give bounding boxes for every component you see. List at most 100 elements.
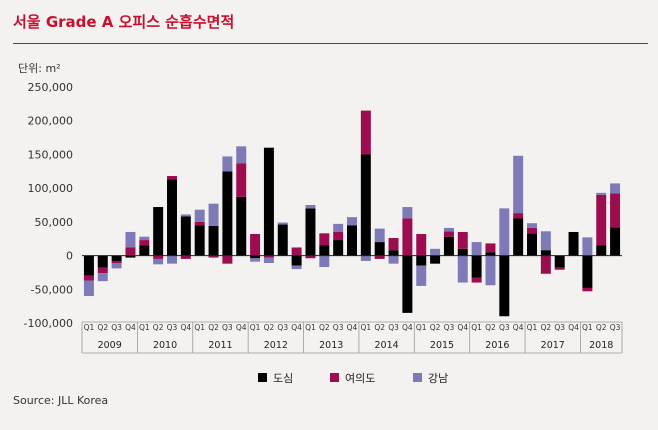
bar-segment — [277, 222, 288, 225]
bar-segment — [194, 209, 205, 222]
x-tick-label: Q2 — [541, 323, 552, 332]
year-label: 2014 — [375, 340, 399, 351]
year-label: 2011 — [208, 340, 232, 351]
y-tick-label: -50,000 — [31, 283, 73, 296]
bar-segment — [485, 252, 496, 256]
bar-segment — [582, 237, 593, 256]
x-tick-label: Q2 — [264, 323, 275, 332]
bar-segment — [485, 255, 496, 286]
bar-segment — [540, 231, 551, 251]
bar-segment — [527, 227, 537, 234]
bar-segment — [305, 208, 316, 256]
bar-segment — [360, 154, 371, 256]
bar-segment — [319, 245, 330, 256]
x-tick-label: Q4 — [513, 323, 524, 332]
x-tick-label: Q3 — [333, 323, 344, 332]
bar-segment — [250, 233, 261, 256]
x-tick-label: Q1 — [250, 323, 261, 332]
bar-segment — [596, 192, 607, 195]
bar-segment — [263, 255, 274, 258]
year-label: 2009 — [98, 340, 122, 351]
bar-segment — [180, 216, 191, 256]
x-tick-label: Q1 — [527, 323, 538, 332]
bar-segment — [125, 231, 136, 248]
bar-segment — [97, 273, 108, 282]
bar-segment — [596, 245, 607, 256]
x-tick-label: Q4 — [291, 323, 302, 332]
bar-segment — [554, 267, 565, 270]
bar-segment — [347, 225, 357, 256]
bar-segment — [319, 255, 330, 268]
x-tick-label: Q1 — [582, 323, 593, 332]
bar-segment — [153, 255, 164, 259]
bar-segment — [347, 217, 357, 226]
x-tick-label: Q2 — [485, 323, 496, 332]
x-tick-label: Q2 — [374, 323, 385, 332]
bar-segment — [388, 250, 399, 256]
bar-segment — [111, 262, 122, 269]
year-label: 2015 — [430, 340, 454, 351]
x-tick-label: Q3 — [499, 323, 510, 332]
bar-segment — [97, 255, 108, 268]
bar-segment — [139, 245, 150, 256]
bar-segment — [333, 240, 344, 256]
bar-segment — [471, 242, 482, 256]
bar-segment — [236, 196, 247, 256]
legend-swatch — [258, 373, 267, 382]
bar-segment — [222, 171, 233, 256]
x-tick-label: Q3 — [277, 323, 288, 332]
bar-segment — [291, 247, 302, 256]
bar-segment — [540, 250, 551, 256]
bar-segment — [167, 176, 177, 180]
bar-segment — [291, 255, 302, 266]
bar-segment — [554, 255, 565, 268]
bar-segment — [457, 255, 468, 283]
x-tick-label: Q4 — [568, 323, 579, 332]
bar-segment — [513, 155, 524, 214]
bar-segment — [416, 265, 427, 286]
x-tick-label: Q3 — [554, 323, 565, 332]
x-tick-label: Q3 — [610, 323, 621, 332]
bar-segment — [125, 255, 136, 258]
bar-segment — [610, 227, 621, 256]
legend-swatch — [330, 373, 339, 382]
x-tick-label: Q1 — [305, 323, 316, 332]
x-tick-label: Q3 — [167, 323, 178, 332]
bar-segment — [430, 255, 441, 264]
bar-segment — [180, 255, 191, 259]
bar-segment — [388, 255, 399, 264]
bar-segment — [540, 255, 551, 274]
chart-title: 서울 Grade A 오피스 순흡수면적 — [13, 13, 235, 31]
year-label: 2013 — [319, 340, 343, 351]
x-tick-label: Q1 — [139, 323, 150, 332]
bar-segment — [596, 194, 607, 246]
bar-segment — [208, 203, 219, 226]
x-tick-label: Q4 — [347, 323, 358, 332]
x-tick-label: Q4 — [236, 323, 247, 332]
title-rule — [13, 43, 648, 44]
bar-segment — [153, 258, 164, 265]
bar-segment — [457, 248, 468, 256]
bar-segment — [443, 227, 454, 232]
bar-segment — [97, 267, 108, 274]
x-tick-label: Q1 — [361, 323, 372, 332]
bar-segment — [208, 255, 219, 258]
year-label: 2018 — [589, 340, 613, 351]
bar-segment — [208, 225, 219, 256]
bar-segment — [374, 255, 385, 259]
legend-label: 도심 — [273, 372, 293, 385]
year-label: 2017 — [541, 340, 565, 351]
year-label: 2010 — [153, 340, 177, 351]
bar-segment — [402, 255, 413, 313]
year-label: 2012 — [264, 340, 288, 351]
y-tick-label: 250,000 — [28, 81, 74, 94]
bar-segment — [499, 208, 510, 256]
bar-segment — [388, 238, 399, 251]
bar-segment — [83, 280, 94, 297]
bar-segment — [83, 275, 94, 281]
x-tick-label: Q4 — [457, 323, 468, 332]
bar-segment — [610, 193, 621, 228]
x-tick-label: Q3 — [111, 323, 122, 332]
y-tick-label: 150,000 — [28, 148, 74, 161]
bar-segment — [457, 231, 468, 249]
